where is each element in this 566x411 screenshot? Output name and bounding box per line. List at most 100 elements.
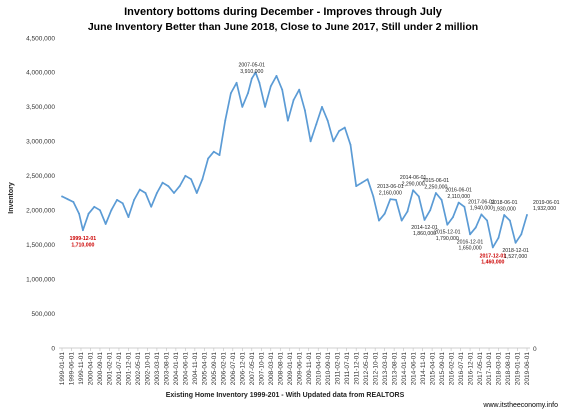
x-tick-label: 2003-08-01 bbox=[164, 352, 171, 386]
data-point bbox=[463, 205, 466, 208]
data-point bbox=[452, 216, 454, 219]
x-tick-label: 2014-01-01 bbox=[401, 352, 408, 386]
y-tick-label: 2,000,000 bbox=[26, 208, 55, 215]
x-tick-label: 2005-09-01 bbox=[211, 352, 218, 386]
data-point bbox=[116, 198, 118, 201]
x-tick-label: 2007-10-01 bbox=[258, 352, 265, 386]
inventory-series-line bbox=[61, 71, 528, 249]
annotation-value: 2,290,000 bbox=[402, 182, 425, 188]
data-point bbox=[378, 219, 380, 222]
data-point bbox=[298, 88, 301, 91]
data-point bbox=[207, 157, 210, 160]
x-tick-label: 2016-07-01 bbox=[458, 352, 465, 386]
annotation-value: 2,160,000 bbox=[379, 191, 402, 197]
data-point bbox=[61, 195, 63, 198]
data-point bbox=[250, 77, 253, 80]
x-axis-ticks: 1999-01-01 1999-06-01 1999-11-01 2000-04-01… bbox=[59, 348, 531, 385]
y-axis-ticks: 0 500,000 1,000,000 1,500,000 2,000,000 2,500… bbox=[26, 35, 55, 352]
data-point bbox=[178, 185, 181, 188]
annotation-value: 1,860,000 bbox=[413, 231, 436, 237]
chart-title: Inventory bottoms during December - Impr… bbox=[124, 6, 443, 18]
data-point bbox=[343, 126, 346, 129]
annotation-date: 2007-05-01 bbox=[239, 63, 266, 69]
x-tick-label: 2001-07-01 bbox=[116, 352, 123, 386]
x-tick-label: 2015-04-01 bbox=[429, 352, 436, 386]
data-point bbox=[366, 178, 369, 181]
data-point bbox=[417, 195, 420, 198]
data-point bbox=[429, 209, 432, 212]
data-point bbox=[372, 195, 375, 198]
x-tick-label: 2002-10-01 bbox=[145, 352, 152, 386]
data-point bbox=[195, 192, 198, 194]
x-tick-label: 2019-01-01 bbox=[515, 352, 522, 386]
x-tick-label: 2000-04-01 bbox=[88, 352, 95, 386]
data-point bbox=[457, 201, 460, 204]
data-point bbox=[309, 140, 312, 143]
x-tick-label: 2014-06-01 bbox=[410, 352, 417, 386]
data-point bbox=[286, 119, 289, 122]
x-tick-label: 2006-12-01 bbox=[240, 352, 247, 386]
annotation-date: 2013-06-01 bbox=[377, 184, 404, 190]
annotation-value: 1,932,000 bbox=[533, 206, 556, 212]
annotation-date: 2017-12-01 bbox=[480, 253, 507, 259]
annotation-value: 2,250,000 bbox=[424, 184, 447, 190]
y-tick-label: 4,000,000 bbox=[26, 70, 55, 77]
x-tick-label: 2006-02-01 bbox=[221, 352, 228, 386]
x-tick-label: 2009-11-01 bbox=[306, 352, 313, 385]
data-point bbox=[446, 223, 449, 226]
y-tick-label: 0 bbox=[51, 345, 55, 352]
x-tick-label: 2017-05-01 bbox=[477, 352, 484, 386]
x-tick-label: 2010-09-01 bbox=[325, 352, 332, 386]
data-point bbox=[281, 88, 284, 91]
data-point bbox=[87, 212, 90, 215]
data-point bbox=[254, 71, 257, 74]
y-tick-label: 2,500,000 bbox=[26, 173, 55, 180]
data-point bbox=[81, 229, 84, 232]
data-point bbox=[161, 181, 164, 184]
y-tick-label: 3,000,000 bbox=[26, 139, 55, 146]
data-point bbox=[509, 219, 511, 222]
data-point bbox=[440, 198, 443, 201]
annotation-value: 1,460,000 bbox=[481, 260, 504, 266]
data-point bbox=[218, 154, 221, 157]
data-point bbox=[423, 218, 426, 221]
source-credit: www.itstheeconomy.info bbox=[482, 402, 558, 409]
x-tick-label: 2005-04-01 bbox=[202, 352, 209, 386]
data-point bbox=[321, 105, 323, 108]
x-tick-label: 2012-10-01 bbox=[372, 352, 379, 386]
data-point bbox=[133, 198, 136, 201]
x-tick-label: 2004-06-01 bbox=[183, 352, 190, 386]
data-point bbox=[264, 105, 266, 108]
data-point bbox=[383, 212, 386, 215]
x-tick-label: 2010-04-01 bbox=[315, 352, 322, 386]
data-point bbox=[480, 213, 483, 216]
x-tick-label: 1999-01-01 bbox=[59, 352, 66, 386]
data-point bbox=[104, 223, 107, 225]
data-point bbox=[304, 109, 306, 112]
data-point bbox=[184, 174, 187, 177]
x-tick-label: 2003-03-01 bbox=[154, 352, 161, 386]
annotation-date: 2016-06-01 bbox=[445, 188, 472, 194]
x-tick-label: 2015-09-01 bbox=[439, 352, 446, 386]
annotation-date: 2016-12-01 bbox=[457, 239, 484, 245]
chart-subtitle: June Inventory Better than June 2018, Cl… bbox=[88, 21, 478, 33]
x-tick-label: 2013-08-01 bbox=[391, 352, 398, 386]
x-tick-label: 2004-11-01 bbox=[192, 352, 199, 385]
annotation-date: 2014-12-01 bbox=[411, 225, 438, 231]
x-tick-label: 2007-05-01 bbox=[249, 352, 256, 386]
x-tick-label: 2018-03-01 bbox=[496, 352, 503, 386]
data-point bbox=[360, 181, 363, 184]
annotation-date: 1999-12-01 bbox=[70, 236, 97, 242]
x-tick-label: 2014-11-01 bbox=[420, 352, 427, 385]
data-point bbox=[72, 201, 75, 203]
x-tick-label: 2016-12-01 bbox=[467, 352, 474, 386]
data-point bbox=[338, 130, 341, 132]
data-point bbox=[395, 198, 397, 201]
y-tick-label: 1,000,000 bbox=[26, 276, 55, 283]
x-tick-label: 2019-06-01 bbox=[524, 352, 531, 386]
data-point bbox=[155, 192, 158, 194]
x-tick-label: 2001-02-01 bbox=[107, 352, 114, 386]
data-point bbox=[247, 92, 249, 95]
